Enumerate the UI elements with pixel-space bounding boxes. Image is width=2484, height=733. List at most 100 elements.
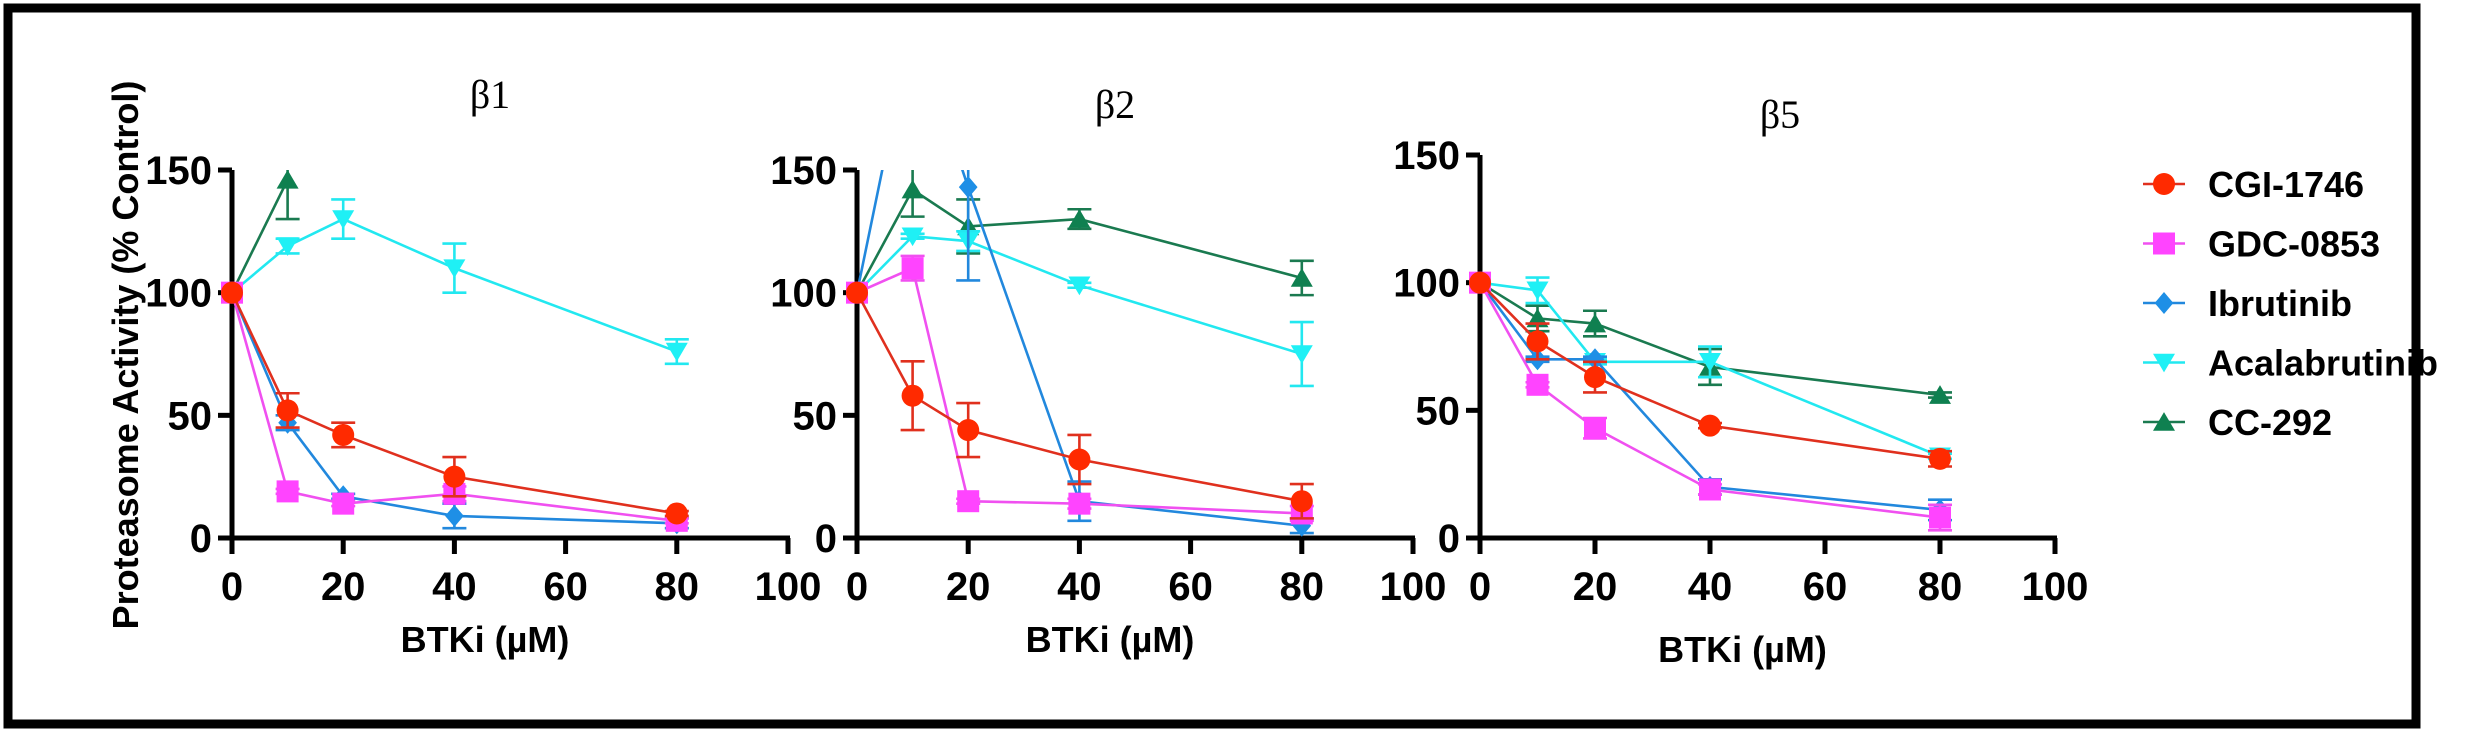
plot-area bbox=[846, 170, 1314, 537]
legend-label: GDC-0853 bbox=[2208, 224, 2380, 265]
x-axis-label: BTKi (µM) bbox=[401, 619, 570, 660]
legend-marker-diamond-icon bbox=[2154, 292, 2174, 314]
y-tick-label: 0 bbox=[1438, 517, 1460, 561]
data-point bbox=[1068, 209, 1091, 228]
legend-label: Acalabrutinib bbox=[2208, 343, 2438, 384]
y-tick-label: 50 bbox=[793, 394, 838, 438]
legend: CGI-1746 GDC-0853 Ibrutinib Acalabrutinib CC… bbox=[2143, 164, 2438, 443]
panel-title: β1 bbox=[470, 72, 510, 117]
data-point bbox=[276, 237, 299, 256]
x-tick-label: 0 bbox=[846, 565, 868, 609]
data-point bbox=[1929, 447, 1951, 470]
panel-2: β2 0 50 100 150 0 20 40 60 80 100 BTKi (µM) bbox=[770, 82, 1447, 660]
x-axis-label: BTKi (µM) bbox=[1658, 629, 1827, 670]
series-acalabrutinib bbox=[1469, 273, 1952, 467]
plot-area bbox=[1469, 271, 1952, 532]
data-point bbox=[1290, 490, 1313, 513]
data-point bbox=[1469, 271, 1491, 294]
x-tick-label: 0 bbox=[1469, 565, 1491, 609]
data-point bbox=[332, 492, 355, 515]
data-point bbox=[901, 179, 924, 199]
legend-label: Ibrutinib bbox=[2208, 283, 2352, 324]
series-cgi-1746 bbox=[1469, 271, 1952, 470]
series-line bbox=[1478, 281, 1941, 512]
legend-item: Acalabrutinib bbox=[2143, 343, 2438, 384]
legend-marker-triangle-down-icon bbox=[2153, 353, 2175, 373]
data-point bbox=[332, 423, 355, 446]
x-tick-label: 40 bbox=[1057, 565, 1102, 609]
data-point bbox=[1584, 417, 1606, 440]
legend-item: CGI-1746 bbox=[2143, 164, 2364, 205]
legend-label: CC-292 bbox=[2208, 402, 2332, 443]
x-tick-label: 60 bbox=[543, 565, 588, 609]
legend-item: Ibrutinib bbox=[2143, 283, 2352, 324]
legend-item: GDC-0853 bbox=[2143, 224, 2380, 265]
data-point bbox=[901, 384, 924, 407]
y-tick-label: 100 bbox=[1393, 262, 1460, 306]
data-point bbox=[1068, 276, 1091, 296]
x-tick-label: 20 bbox=[321, 565, 366, 609]
plot-area bbox=[221, 170, 689, 535]
legend-marker-circle-icon bbox=[2153, 173, 2175, 195]
series-line bbox=[230, 179, 289, 294]
data-point bbox=[276, 480, 299, 503]
y-tick-label: 0 bbox=[190, 517, 212, 561]
data-point bbox=[1584, 313, 1606, 333]
data-point bbox=[1929, 506, 1951, 529]
y-tick-label: 150 bbox=[770, 149, 837, 193]
x-tick-label: 100 bbox=[755, 565, 822, 609]
data-point bbox=[901, 227, 924, 247]
x-tick-label: 80 bbox=[1918, 565, 1963, 609]
data-point bbox=[1584, 366, 1606, 389]
x-tick-label: 20 bbox=[1573, 565, 1618, 609]
data-point bbox=[957, 419, 980, 442]
data-point bbox=[1526, 330, 1549, 353]
figure-frame bbox=[3, 3, 2421, 729]
x-tick-label: 60 bbox=[1803, 565, 1848, 609]
data-point bbox=[445, 504, 464, 527]
legend-item: CC-292 bbox=[2143, 402, 2332, 443]
data-point bbox=[443, 259, 466, 279]
data-point bbox=[1585, 348, 1605, 371]
panel-3: β5 0 50 100 150 0 20 40 60 80 100 BTKi (µM) bbox=[1393, 92, 2088, 670]
panel-1: β1 0 50 100 150 0 20 40 60 80 100 BTKi (µM) bbox=[145, 72, 821, 660]
data-point bbox=[276, 170, 299, 189]
y-axis-label: Proteasome Activity (% Control) bbox=[105, 81, 146, 630]
data-point bbox=[221, 281, 243, 304]
data-point bbox=[1699, 353, 1721, 372]
series-cgi-1746 bbox=[221, 281, 689, 525]
data-point bbox=[443, 465, 466, 488]
y-tick-label: 100 bbox=[770, 272, 837, 316]
y-tick-label: 150 bbox=[1393, 134, 1460, 178]
data-point bbox=[1290, 345, 1313, 364]
x-axis-label: BTKi (µM) bbox=[1026, 619, 1195, 660]
data-point bbox=[957, 490, 980, 513]
y-tick-label: 0 bbox=[815, 517, 837, 561]
data-point bbox=[1068, 492, 1091, 515]
x-tick-label: 100 bbox=[1380, 565, 1447, 609]
x-tick-label: 80 bbox=[1280, 565, 1325, 609]
x-tick-label: 40 bbox=[1688, 565, 1733, 609]
data-point bbox=[1699, 478, 1721, 501]
panel-title: β2 bbox=[1095, 82, 1135, 127]
x-tick-label: 80 bbox=[655, 565, 700, 609]
series-acalabrutinib bbox=[221, 198, 689, 366]
x-tick-label: 60 bbox=[1168, 565, 1213, 609]
y-tick-label: 150 bbox=[145, 149, 212, 193]
legend-marker-triangle-up-icon bbox=[2153, 412, 2175, 431]
data-point bbox=[665, 342, 688, 362]
data-point bbox=[1699, 414, 1721, 437]
x-tick-label: 40 bbox=[432, 565, 477, 609]
series-cgi-1746 bbox=[846, 281, 1314, 520]
legend-marker-square-icon bbox=[2153, 232, 2175, 255]
data-point bbox=[846, 281, 868, 304]
x-tick-label: 20 bbox=[946, 565, 991, 609]
data-point bbox=[1929, 385, 1951, 404]
series-gdc-0853 bbox=[1469, 271, 1952, 532]
panel-title: β5 bbox=[1760, 92, 1800, 137]
data-point bbox=[1526, 373, 1549, 396]
y-tick-label: 50 bbox=[168, 394, 213, 438]
data-point bbox=[665, 502, 688, 525]
data-point bbox=[332, 210, 355, 229]
